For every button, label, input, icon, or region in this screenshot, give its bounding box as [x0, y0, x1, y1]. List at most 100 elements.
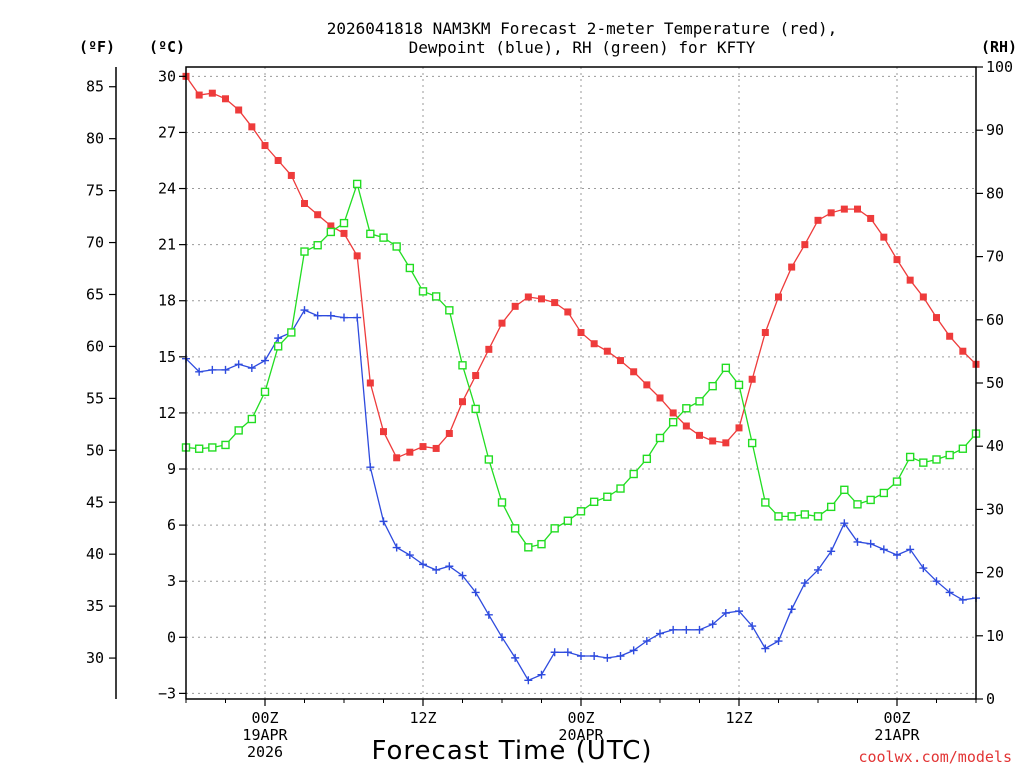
- rh-point: [853, 500, 862, 509]
- dewpoint-point: [761, 644, 770, 653]
- rh-point: [589, 497, 599, 507]
- temperature-point: [933, 314, 940, 322]
- temperature-point: [551, 299, 559, 307]
- rh-point: [734, 380, 744, 390]
- x-tick-label: 21APR: [874, 726, 920, 744]
- dewpoint-point: [721, 608, 730, 617]
- dewpoint-line: [185, 309, 977, 682]
- rh-point: [840, 485, 849, 495]
- rh-point: [287, 328, 296, 337]
- dewpoint-point: [234, 360, 243, 369]
- rh-point: [813, 512, 823, 521]
- temperature-point: [445, 429, 453, 437]
- rh-point: [958, 444, 968, 453]
- temperature-point: [919, 293, 927, 301]
- temperature-point: [617, 357, 624, 365]
- temperature-point: [274, 156, 282, 164]
- temperature-point: [380, 428, 387, 436]
- temperature-point: [432, 444, 440, 452]
- rh-point: [300, 247, 309, 256]
- rh-point: [629, 469, 638, 479]
- temperature-point: [393, 454, 401, 462]
- fahrenheit-unit-label: (ºF): [79, 38, 115, 56]
- dewpoint-point: [787, 605, 796, 614]
- fahrenheit-tick-label: 50: [86, 441, 104, 459]
- fahrenheit-tick-label: 85: [86, 78, 104, 96]
- rh-point: [550, 524, 559, 533]
- dewpoint-point: [353, 313, 362, 322]
- rh-tick-label: 40: [986, 437, 1004, 455]
- fahrenheit-tick-label: 45: [86, 493, 104, 511]
- rh-point: [445, 306, 454, 315]
- dewpoint-point: [471, 588, 480, 597]
- temperature-point: [775, 293, 782, 301]
- celsius-tick-label: 3: [167, 572, 176, 590]
- rh-point: [392, 242, 401, 251]
- rh-point: [668, 417, 678, 427]
- dewpoint-point: [748, 622, 757, 631]
- temperature-point: [761, 329, 769, 337]
- fahrenheit-tick-label: 30: [86, 649, 104, 667]
- temperature-point: [208, 89, 216, 97]
- temperature-point: [801, 241, 809, 249]
- celsius-unit-label: (ºC): [149, 38, 185, 56]
- dewpoint-point: [550, 648, 559, 657]
- grid-lines: [186, 67, 976, 699]
- dewpoint-point: [642, 637, 651, 646]
- temperature-point: [340, 229, 348, 237]
- dewpoint-point: [866, 539, 875, 548]
- rh-point: [247, 414, 257, 424]
- temperature-point: [840, 205, 848, 213]
- dewpoint-point: [774, 637, 783, 646]
- dewpoint-point: [484, 610, 493, 619]
- dewpoint-point: [208, 365, 217, 374]
- rh-point: [866, 495, 875, 505]
- temperature-point: [748, 375, 756, 383]
- temperature-point: [880, 233, 888, 241]
- dewpoint-point: [945, 588, 954, 597]
- dewpoint-point: [603, 653, 612, 662]
- chart-title-line-2: Dewpoint (blue), RH (green) for KFTY: [409, 38, 756, 57]
- rh-point: [537, 539, 546, 549]
- temperature-point: [235, 106, 243, 114]
- rh-tick-label: 0: [986, 690, 995, 708]
- x-tick-label: 2026: [247, 743, 283, 761]
- rh-point: [418, 287, 428, 296]
- dewpoint-point: [195, 367, 204, 376]
- series-rh: [181, 179, 981, 552]
- fahrenheit-tick-label: 70: [86, 234, 104, 252]
- rh-point: [787, 512, 796, 521]
- x-tick-label: 19APR: [242, 726, 288, 744]
- temperature-point: [735, 424, 743, 432]
- rh-point: [326, 227, 336, 237]
- temperature-point: [630, 368, 638, 376]
- dewpoint-point: [629, 646, 638, 655]
- dewpoint-point: [221, 365, 230, 374]
- rh-point: [919, 458, 928, 467]
- temperature-point: [353, 252, 361, 260]
- rh-point: [576, 507, 586, 516]
- rh-point: [747, 438, 757, 448]
- temperature-point: [248, 123, 256, 131]
- dewpoint-point: [511, 653, 520, 662]
- temperature-point: [696, 431, 703, 439]
- rh-point: [313, 241, 322, 250]
- temperature-point: [906, 276, 914, 284]
- rh-point: [879, 488, 889, 498]
- rh-point: [221, 440, 230, 450]
- temperature-point: [472, 372, 480, 380]
- temperature-point: [867, 214, 875, 222]
- celsius-tick-label: 18: [158, 292, 176, 310]
- rh-tick-label: 90: [986, 121, 1004, 139]
- rh-point: [892, 477, 902, 486]
- temperature-point: [946, 332, 954, 340]
- chart-title-line-1: 2026041818 NAM3KM Forecast 2-meter Tempe…: [327, 19, 838, 38]
- dewpoint-point: [932, 577, 941, 586]
- temperature-point: [511, 302, 519, 310]
- rh-point: [524, 543, 533, 552]
- rh-point: [932, 455, 941, 464]
- dewpoint-point: [893, 551, 901, 560]
- temperature-point: [893, 256, 901, 264]
- dewpoint-point: [274, 334, 283, 343]
- celsius-tick-label: 27: [158, 123, 176, 141]
